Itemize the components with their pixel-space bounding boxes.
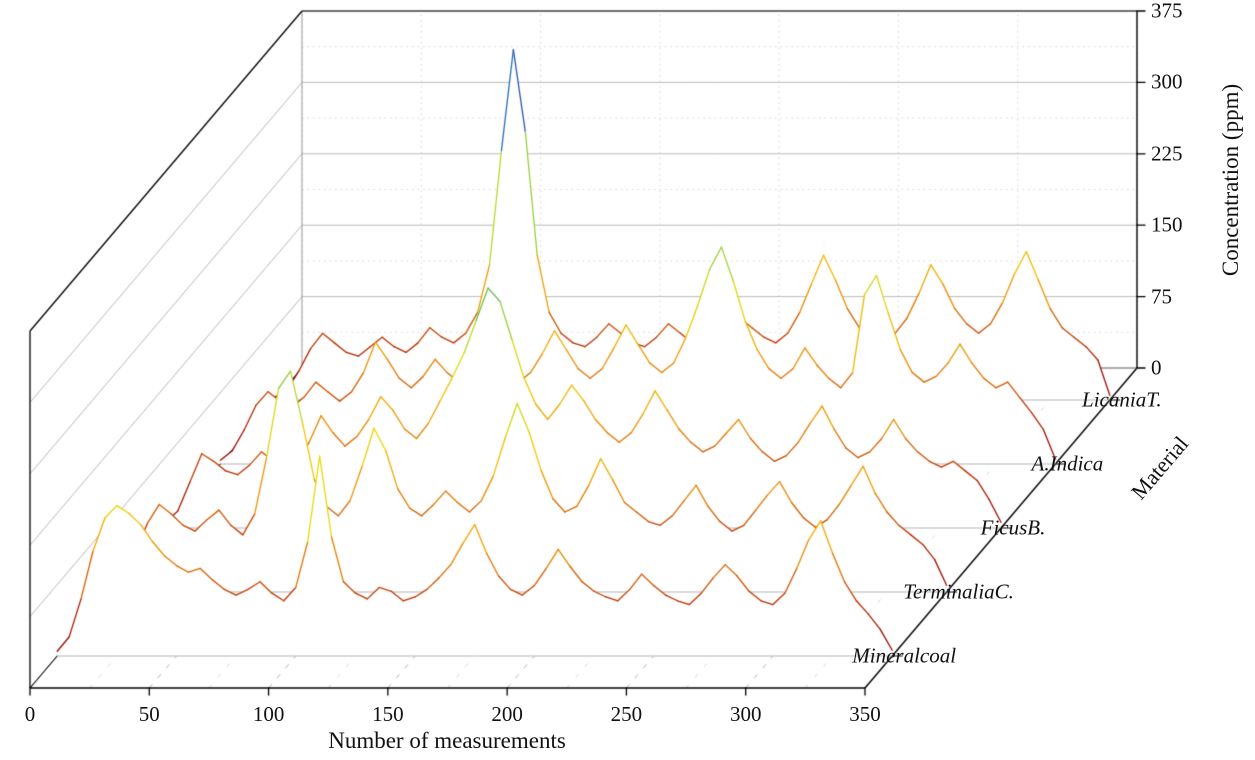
z-tick-label: 0 <box>1151 355 1162 380</box>
z-tick-label: 150 <box>1151 212 1183 237</box>
series-label: LicaniaT. <box>1082 387 1162 412</box>
x-tick-label: 250 <box>610 702 643 726</box>
z-tick-label: 225 <box>1151 141 1183 166</box>
x-tick-label: 350 <box>849 702 881 726</box>
series-label: TerminaliaC. <box>903 579 1014 604</box>
x-tick-label: 300 <box>729 702 762 726</box>
x-tick-label: 0 <box>24 702 36 726</box>
z-tick-label: 300 <box>1151 69 1183 94</box>
series-label: Mineralcoal <box>852 643 957 668</box>
x-tick-label: 150 <box>372 702 404 726</box>
z-axis-title: Concentration (ppm) <box>1218 83 1243 277</box>
series-label: FicusB. <box>980 515 1046 540</box>
x-tick-label: 200 <box>491 702 523 726</box>
series-label: A.Indica <box>1031 451 1104 476</box>
x-tick-label: 50 <box>138 702 160 726</box>
x-axis-title: Number of measurements <box>328 728 566 753</box>
z-tick-label: 75 <box>1151 284 1172 309</box>
x-tick-label: 100 <box>252 702 285 726</box>
z-tick-label: 375 <box>1151 0 1183 23</box>
